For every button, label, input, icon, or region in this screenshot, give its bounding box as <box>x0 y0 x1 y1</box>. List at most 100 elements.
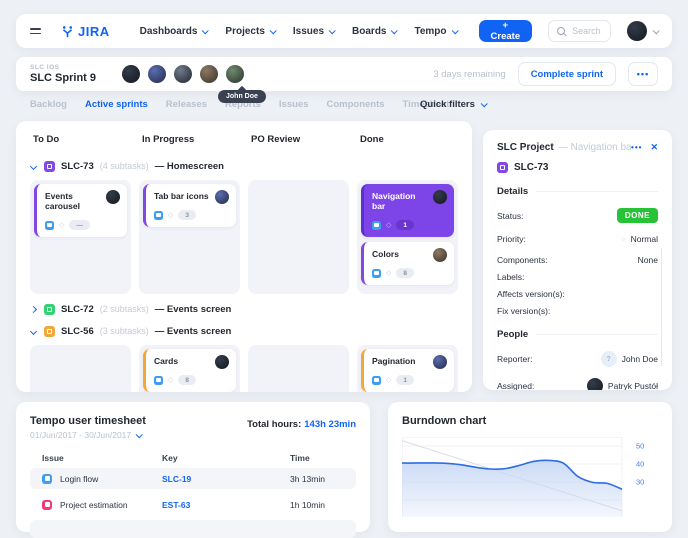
timesheet-row[interactable]: Login flow SLC-19 3h 13min <box>30 468 356 489</box>
nav-dashboards[interactable]: Dashboards <box>140 26 210 37</box>
issue-key-link[interactable]: EST-63 <box>162 499 191 510</box>
column-track-poreview <box>248 180 349 294</box>
column-track-done: Pagination ◇1 Pull to refresh ◇ <box>357 345 458 392</box>
collapse-chevron-icon[interactable] <box>29 162 38 170</box>
burndown-chart: 50 40 30 <box>401 436 658 522</box>
issue-card[interactable]: Events carousel ◇ — <box>34 184 127 237</box>
issue-card[interactable]: Tab bar icons ◇ 3 <box>143 184 236 227</box>
issue-card[interactable]: Colors ◇ 8 <box>361 242 454 285</box>
user-menu[interactable] <box>627 21 660 41</box>
tab-timesheet[interactable]: Timesheet <box>402 99 450 110</box>
avatar[interactable] <box>226 65 245 83</box>
timesheet-row[interactable] <box>30 520 356 538</box>
total-hours-value: 143h 23min <box>304 419 356 430</box>
avatar[interactable] <box>200 65 219 83</box>
svg-text:40: 40 <box>636 460 644 469</box>
story-type-icon <box>497 162 508 173</box>
tab-backlog[interactable]: Backlog <box>30 99 67 110</box>
avatar[interactable] <box>627 21 647 41</box>
search-icon <box>557 26 566 36</box>
priority-value: ○ Normal <box>621 234 658 244</box>
timesheet-title: Tempo user timesheet <box>30 415 146 427</box>
days-remaining: 3 days remaining <box>433 68 506 80</box>
collapse-chevron-icon[interactable] <box>29 305 38 313</box>
sprint-meta: SLC iOS SLC Sprint 9 <box>30 64 96 83</box>
logo-text: JIRA <box>78 23 110 39</box>
issue-type-icon <box>42 499 52 510</box>
timesheet-row[interactable]: Project estimation EST-63 1h 10min <box>30 494 356 515</box>
panel-scrollbar[interactable] <box>661 248 662 366</box>
issue-card[interactable]: Cards ◇ 8 <box>143 349 236 392</box>
search-box[interactable] <box>548 20 611 42</box>
priority-icon: ◇ <box>168 211 174 219</box>
issue-card[interactable]: Pagination ◇ 1 <box>361 349 454 392</box>
nav-boards[interactable]: Boards <box>352 26 399 37</box>
tab-releases[interactable]: Releases <box>165 99 207 110</box>
search-input[interactable] <box>572 26 602 36</box>
issue-key-link[interactable]: SLC-19 <box>162 473 192 484</box>
story-type-icon <box>44 303 55 315</box>
column-track-inprogress: Cards ◇ 8 <box>139 345 240 392</box>
nav-issues[interactable]: Issues <box>293 26 336 37</box>
priority-icon: ◇ <box>168 376 174 384</box>
jira-logo-icon <box>62 25 73 37</box>
panel-close-icon[interactable]: ✕ <box>650 142 658 152</box>
tab-components[interactable]: Components <box>326 99 385 110</box>
more-options-button[interactable]: ••• <box>628 62 658 86</box>
swimlane-title: — Homescreen <box>154 160 224 172</box>
nav-tempo[interactable]: Tempo <box>414 26 459 37</box>
swimlane-header-slc-72: SLC-72 (2 subtasks) — Events screen <box>29 302 458 316</box>
column-header-todo: To Do <box>33 134 60 145</box>
issue-type-icon <box>42 473 52 484</box>
chevron-down-icon <box>451 26 459 34</box>
reporter-value: ? John Doe <box>600 351 658 367</box>
hamburger-menu-icon[interactable] <box>30 27 41 35</box>
labels-label: Labels: <box>497 272 525 282</box>
jira-logo[interactable]: JIRA <box>61 24 110 39</box>
chevron-down-icon <box>391 26 399 34</box>
avatar <box>433 248 447 262</box>
chevron-down-icon <box>480 100 488 108</box>
tab-active-sprints[interactable]: Active sprints <box>84 99 148 110</box>
column-track-inprogress: Tab bar icons ◇ 3 <box>139 180 240 294</box>
collapse-chevron-icon[interactable] <box>29 327 38 335</box>
sprint-title: SLC Sprint 9 <box>30 71 97 84</box>
panel-issue-title: — Navigation bar <box>557 142 632 153</box>
panel-issue-key[interactable]: SLC-73 <box>514 162 549 173</box>
issue-card-selected[interactable]: Navigation bar ◇ 1 <box>361 184 454 237</box>
complete-sprint-button[interactable]: Complete sprint <box>517 62 616 86</box>
swimlane-key[interactable]: SLC-73 <box>61 160 94 172</box>
panel-more-icon[interactable]: ••• <box>631 143 643 152</box>
subtask-type-icon <box>372 220 381 230</box>
tab-reports[interactable]: Reports <box>225 99 261 110</box>
estimate-badge: 1 <box>396 220 415 230</box>
swimlane-key[interactable]: SLC-56 <box>61 325 94 337</box>
burndown-title: Burndown chart <box>402 415 487 427</box>
estimate-badge: 3 <box>178 210 197 220</box>
avatar <box>106 190 120 204</box>
subtask-type-icon <box>45 220 54 230</box>
tab-issues[interactable]: Issues <box>278 99 309 110</box>
create-button[interactable]: + Create <box>478 20 533 42</box>
burndown-chart-card: Burndown chart 50 40 30 <box>388 402 672 532</box>
nav-projects[interactable]: Projects <box>225 26 277 37</box>
timesheet-date-range[interactable]: 01/Jun/2017 - 30/Jun/2017 <box>30 430 146 440</box>
avatar[interactable] <box>174 65 193 83</box>
story-type-icon <box>44 325 55 337</box>
swimlane-title: — Events screen <box>154 325 232 337</box>
story-type-icon <box>44 160 55 172</box>
avatar <box>215 355 229 369</box>
sprint-project-label: SLC iOS <box>30 64 60 72</box>
quick-filters-dropdown[interactable]: Quick filters <box>420 99 488 110</box>
panel-project-name: SLC Project <box>497 142 554 153</box>
subtask-type-icon <box>372 375 381 385</box>
swimlane-key[interactable]: SLC-72 <box>61 303 94 315</box>
avatar[interactable] <box>148 65 167 83</box>
avatar[interactable] <box>122 65 141 83</box>
estimate-badge: — <box>69 220 90 230</box>
fix-version-label: Fix version(s): <box>497 306 551 316</box>
avatar <box>433 355 447 369</box>
col-key: Key <box>162 453 178 463</box>
column-header-poreview: PO Review <box>251 134 301 145</box>
column-track-done: Navigation bar ◇ 1 Colors ◇ 8 <box>357 180 458 294</box>
